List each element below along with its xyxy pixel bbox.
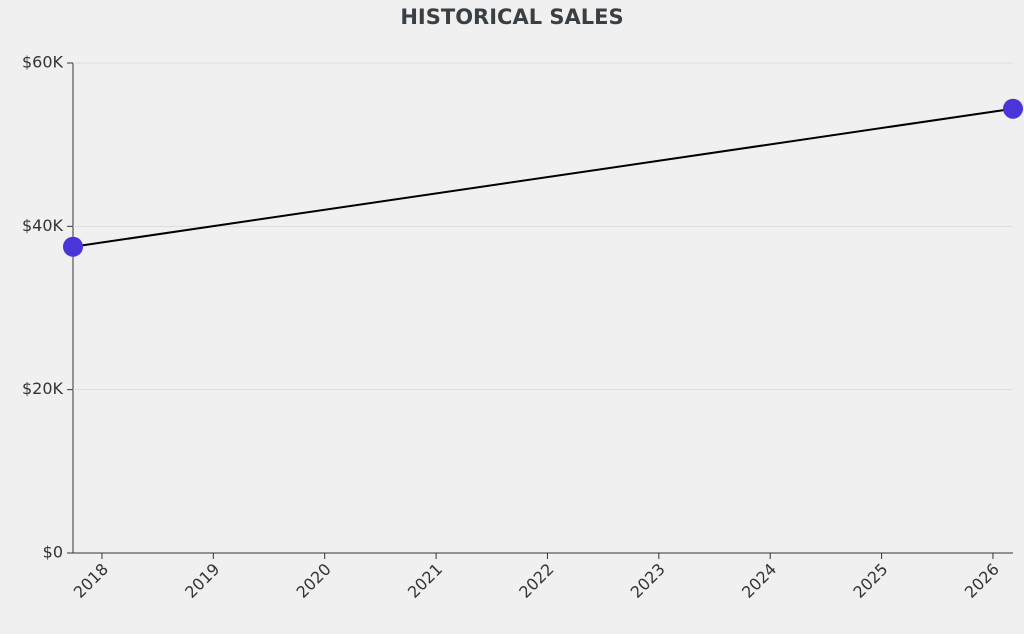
chart-title: HISTORICAL SALES xyxy=(400,5,623,29)
point xyxy=(63,236,83,257)
y-tick-label: $20K xyxy=(22,379,64,398)
y-tick-label: $60K xyxy=(22,53,64,72)
point xyxy=(1003,98,1023,119)
y-tick-label: $0 xyxy=(43,543,63,562)
y-tick-label: $40K xyxy=(22,216,64,235)
line xyxy=(72,107,1014,248)
